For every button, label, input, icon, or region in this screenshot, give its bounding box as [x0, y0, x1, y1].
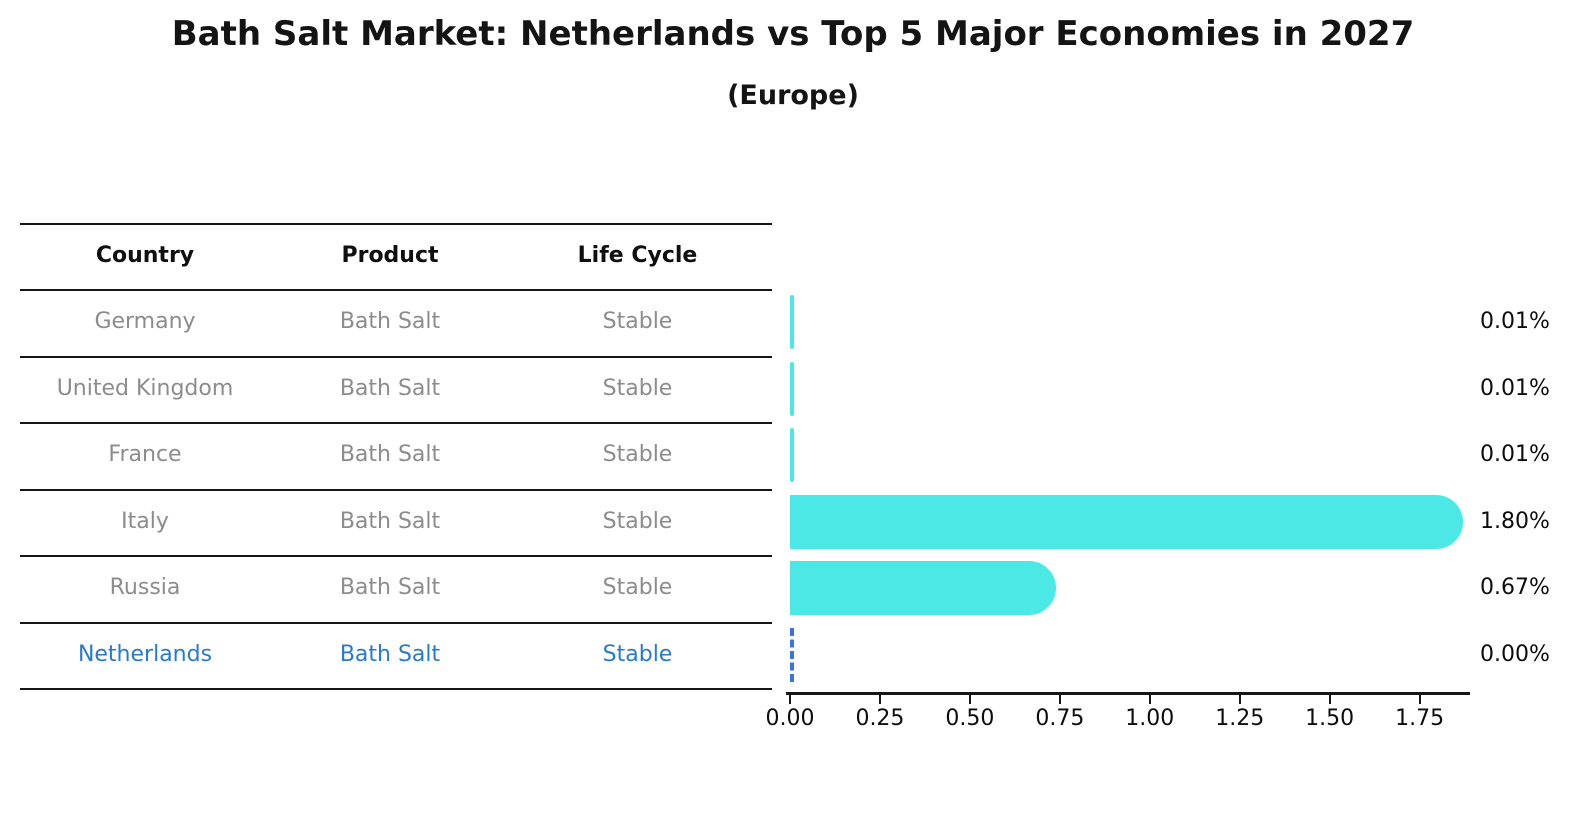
table-rule [20, 223, 772, 225]
table-rule [20, 622, 772, 624]
bar-netherlands-dashed-marker [790, 628, 794, 682]
x-tick-label: 0.50 [945, 706, 995, 731]
bar-row: 0.01% [790, 422, 1586, 488]
value-label: 0.67% [1480, 575, 1550, 600]
product-cell: Bath Salt [339, 442, 441, 467]
country-cell: France [108, 442, 182, 467]
bar-united-kingdom [790, 362, 794, 416]
table-header-row: Country Product Life Cycle [0, 223, 772, 289]
x-tick-label: 1.50 [1305, 706, 1355, 731]
value-label: 0.01% [1480, 442, 1550, 467]
bar-germany [790, 295, 794, 349]
life-cycle-cell: Stable [602, 575, 673, 600]
life-cycle-cell: Stable [602, 442, 673, 467]
column-header-life-cycle: Life Cycle [577, 243, 698, 268]
x-tick-label: 0.75 [1035, 706, 1085, 731]
bar-russia [790, 561, 1057, 615]
table-rule [20, 422, 772, 424]
life-cycle-cell: Stable [602, 642, 673, 667]
table-row-netherlands: Netherlands Bath Salt Stable [0, 622, 772, 688]
x-tick-label: 1.25 [1215, 706, 1265, 731]
product-cell: Bath Salt [339, 509, 441, 534]
table-row: France Bath Salt Stable [0, 422, 772, 488]
life-cycle-cell: Stable [602, 509, 673, 534]
value-label: 0.01% [1480, 309, 1550, 334]
x-tick-label: 1.75 [1395, 706, 1445, 731]
table-row: Italy Bath Salt Stable [0, 489, 772, 555]
x-tick-mark [1238, 695, 1241, 704]
table-row: United Kingdom Bath Salt Stable [0, 356, 772, 422]
country-cell: Russia [109, 575, 181, 600]
column-header-country: Country [95, 243, 195, 268]
bar-row: 0.67% [790, 555, 1586, 621]
product-cell: Bath Salt [339, 575, 441, 600]
product-cell: Bath Salt [339, 376, 441, 401]
table-rule [20, 356, 772, 358]
x-tick-mark [1328, 695, 1331, 704]
x-tick-label: 0.00 [765, 706, 815, 731]
x-tick-mark [1058, 695, 1061, 704]
x-tick-label: 0.25 [855, 706, 905, 731]
life-cycle-cell: Stable [602, 376, 673, 401]
table-rule [20, 489, 772, 491]
life-cycle-cell: Stable [602, 309, 673, 334]
x-tick-mark [878, 695, 881, 704]
x-tick-mark [968, 695, 971, 704]
table-rule [20, 555, 772, 557]
value-label: 1.80% [1480, 509, 1550, 534]
bar-france [790, 428, 794, 482]
x-axis-line [786, 692, 1470, 695]
value-label: 0.01% [1480, 376, 1550, 401]
x-tick-mark [1148, 695, 1151, 704]
x-tick-mark [789, 695, 791, 704]
bar-row: 0.00% [790, 622, 1586, 688]
x-tick-label: 1.00 [1125, 706, 1175, 731]
column-header-product: Product [341, 243, 439, 268]
country-cell: United Kingdom [56, 376, 234, 401]
product-cell: Bath Salt [339, 309, 441, 334]
product-cell: Bath Salt [339, 642, 441, 667]
x-tick-mark [1418, 695, 1421, 704]
bar-row: 0.01% [790, 356, 1586, 422]
chart-title: Bath Salt Market: Netherlands vs Top 5 M… [171, 14, 1415, 54]
bar-italy [790, 495, 1463, 549]
country-cell: Italy [121, 509, 169, 534]
country-cell: Germany [94, 309, 196, 334]
table-rule [20, 688, 772, 690]
value-label: 0.00% [1480, 642, 1550, 667]
chart-subtitle: (Europe) [727, 80, 859, 111]
bar-row: 0.01% [790, 289, 1586, 355]
table-rule [20, 289, 772, 291]
table-row: Germany Bath Salt Stable [0, 289, 772, 355]
country-cell: Netherlands [77, 642, 213, 667]
table-row: Russia Bath Salt Stable [0, 555, 772, 621]
bar-row: 1.80% [790, 489, 1586, 555]
